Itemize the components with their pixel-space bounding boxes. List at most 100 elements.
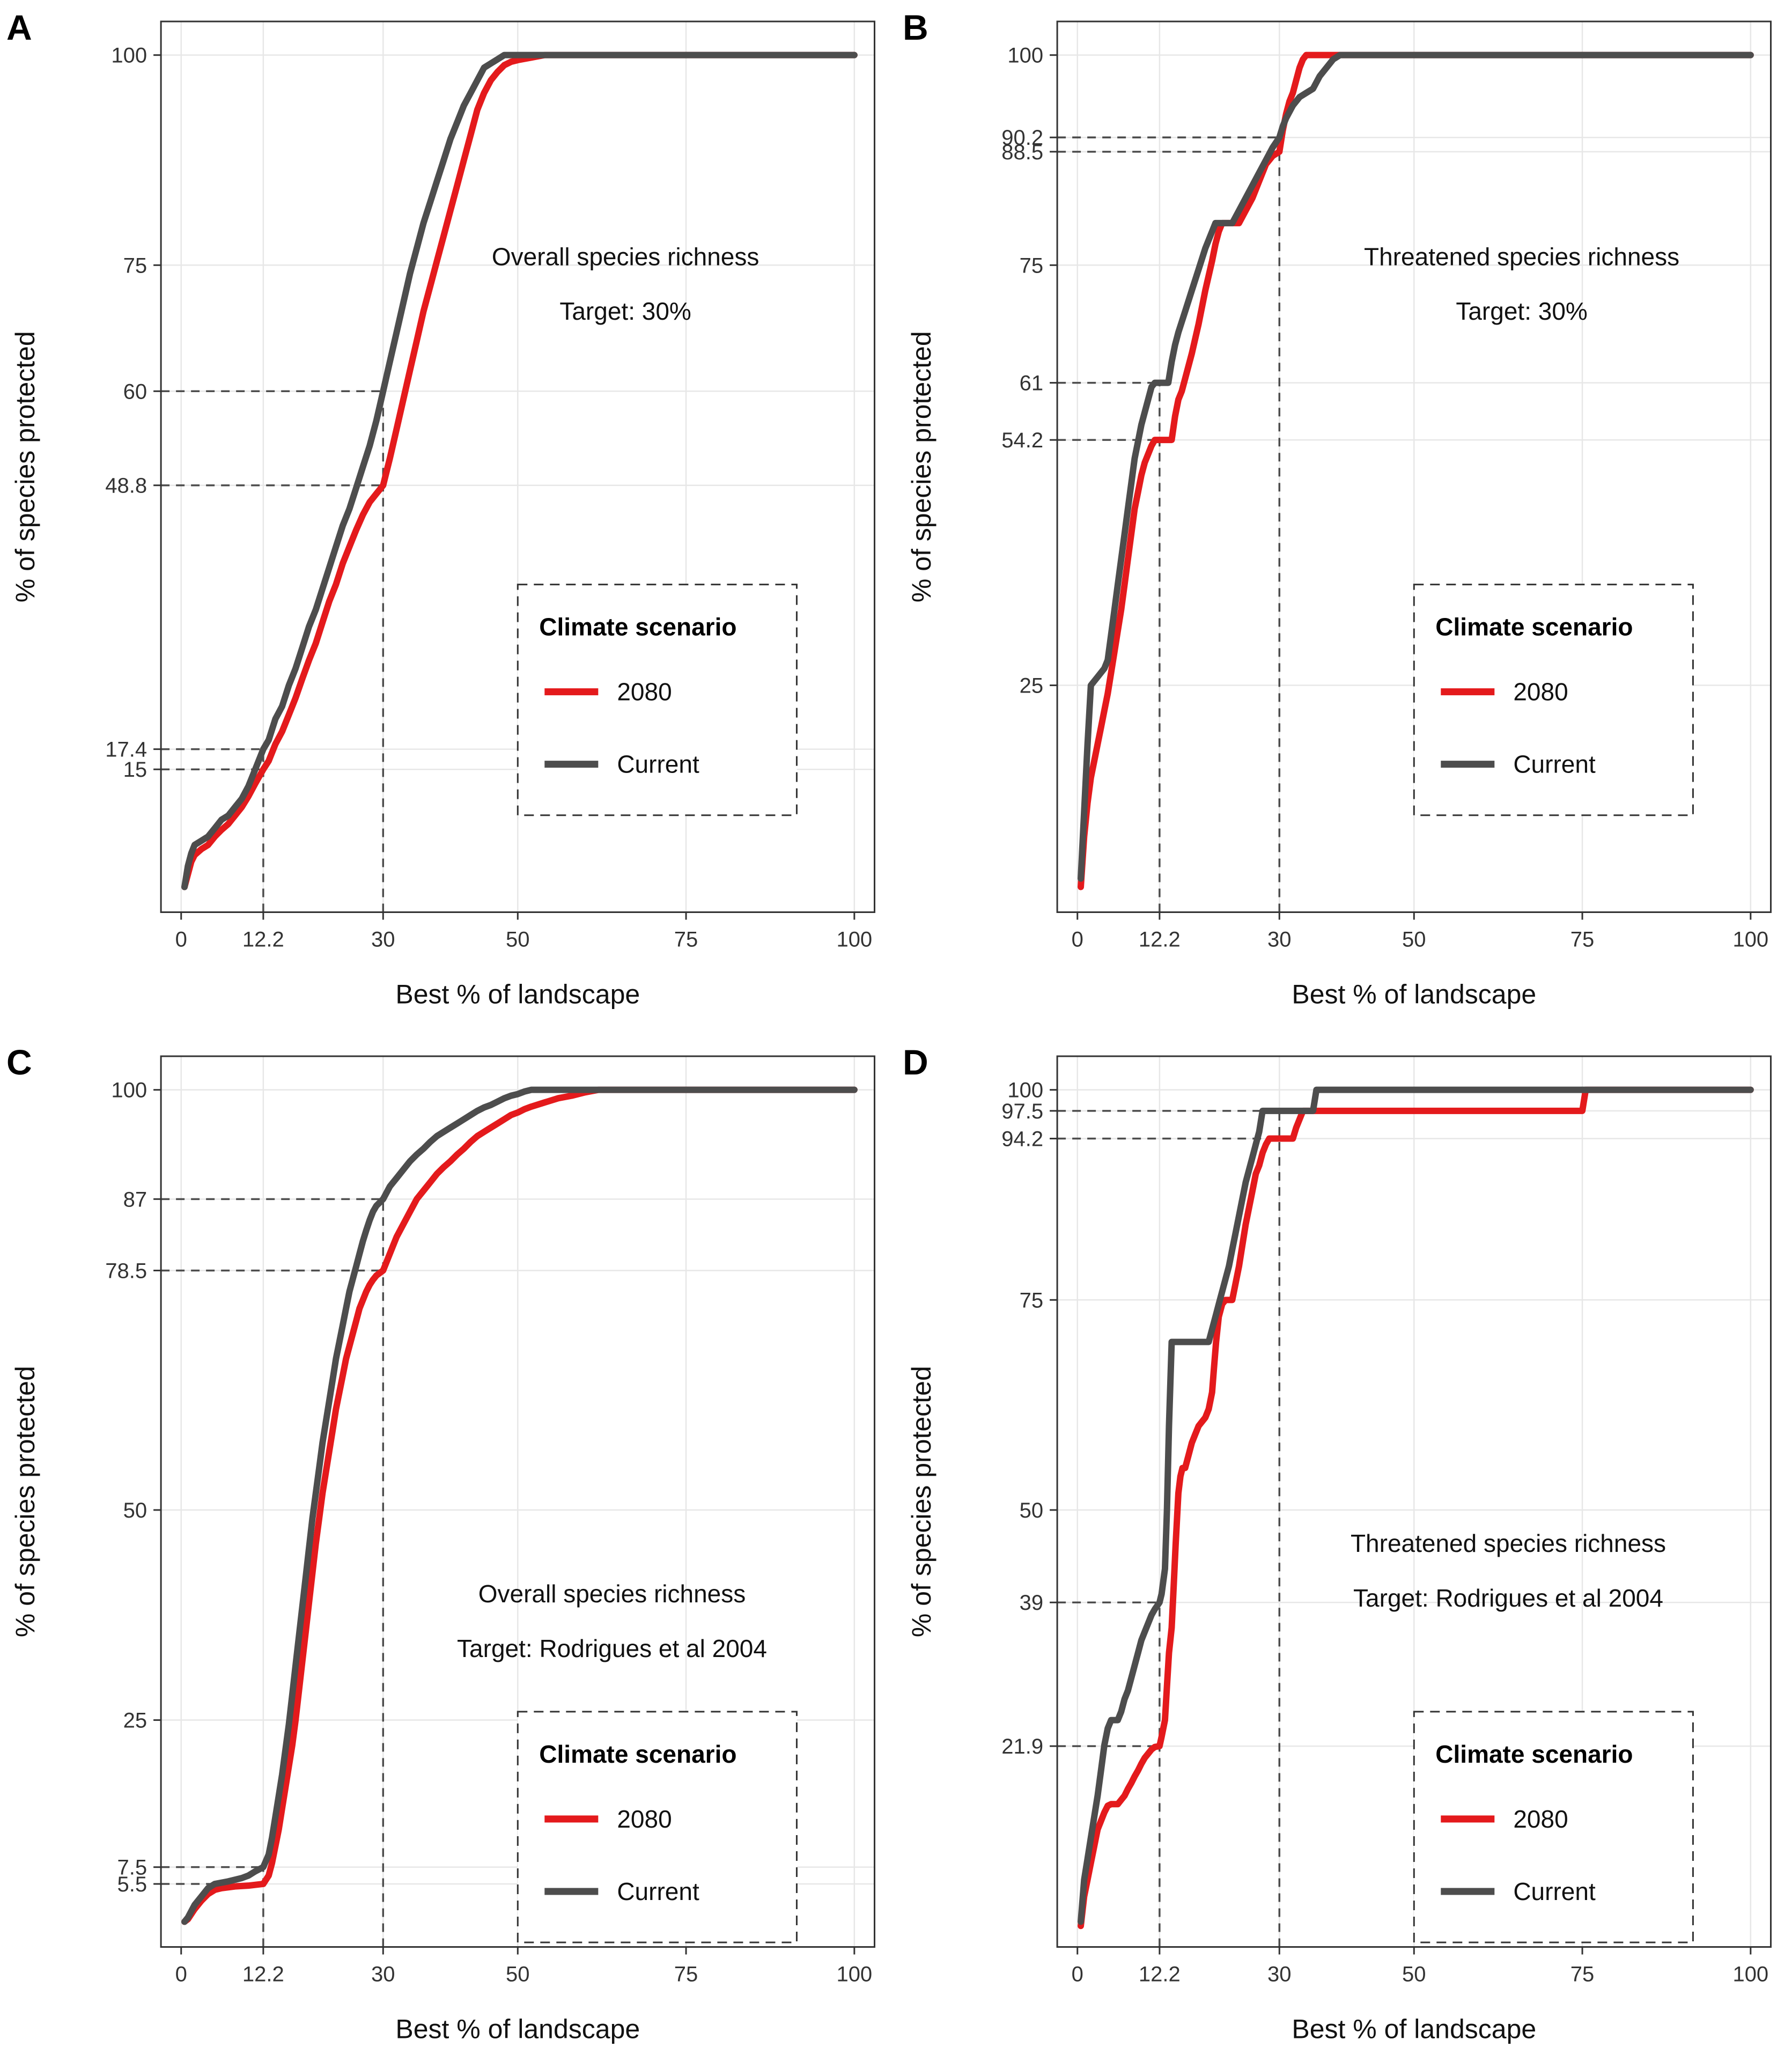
legend-title: Climate scenario (1435, 613, 1633, 641)
annotation-line: Target: Rodrigues et al 2004 (457, 1634, 767, 1662)
chart-D: 0 12.2 30 50 75 10021.939507594.297.5100Best … (896, 1034, 1792, 2069)
legend-label: Current (1513, 750, 1596, 778)
series-line-current (1077, 51, 1754, 882)
x-tick-label: 100 (1732, 1962, 1768, 1986)
y-tick-label: 48.8 (105, 474, 147, 498)
x-tick-label: 30 (371, 1962, 395, 1986)
legend-box (1413, 584, 1694, 816)
x-tick-label: 100 (836, 1962, 872, 1986)
legend-title: Climate scenario (539, 613, 736, 641)
panel-background (0, 0, 896, 1035)
x-tick-label: 50 (506, 1962, 530, 1986)
y-axis-title: % of species protected (906, 331, 936, 602)
annotation-line: Target: 30% (1456, 297, 1587, 325)
legend-title: Climate scenario (539, 1740, 736, 1768)
x-tick-label: 50 (506, 928, 530, 952)
x-tick-label: 0 (1071, 928, 1083, 952)
legend-title: Climate scenario (1435, 1740, 1633, 1768)
y-tick-label: 90.2 (1001, 126, 1043, 150)
y-tick-label: 100 (111, 44, 147, 68)
y-tick-label: 78.5 (105, 1259, 147, 1283)
y-axis-title: % of species protected (10, 331, 40, 602)
y-tick-label: 17.4 (105, 738, 147, 762)
x-axis-title: Best % of landscape (395, 2014, 640, 2044)
x-axis-title: Best % of landscape (1292, 980, 1536, 1010)
y-tick-label: 87 (123, 1188, 148, 1211)
chart-B: 0 12.2 30 50 75 100 25 54.2 61 75 88.590.2 100 Best … (896, 0, 1792, 1035)
annotation-line: Overall species richness (478, 1580, 746, 1608)
x-tick-label: 0 (175, 928, 187, 952)
y-tick-label: 75 (1019, 1288, 1043, 1312)
legend-box (517, 584, 798, 816)
x-axis-title: Best % of landscape (395, 980, 640, 1010)
x-tick-label: 50 (1402, 928, 1426, 952)
panel-D: 0 12.2 30 50 75 100 21.9 39 50 75 94.2 97.5 100 Best … (896, 1034, 1792, 2069)
panel-background (896, 0, 1792, 1035)
chart-C: 0 12.2 30 50 75 100 5.57.5 25 50 78.5 87 100 Best % … (0, 1034, 896, 2069)
x-tick-label: 30 (1267, 928, 1292, 952)
y-tick-label: 15 (123, 758, 148, 782)
x-tick-label: 50 (1402, 1962, 1426, 1986)
legend-label: 2080 (1513, 678, 1568, 706)
panel-A: 0 12.2 30 50 75 100 15 17.4 48.8 60 75 100 Best % of… (0, 0, 896, 1035)
x-tick-label: 75 (1570, 928, 1594, 952)
y-tick-label: 94.2 (1001, 1127, 1043, 1151)
y-tick-label: 25 (123, 1709, 148, 1732)
x-tick-label: 12.2 (1138, 928, 1180, 952)
y-axis-title: % of species protected (906, 1366, 936, 1637)
x-tick-label: 0 (1071, 1962, 1083, 1986)
legend-label: 2080 (1513, 1805, 1568, 1833)
x-tick-label: 100 (1732, 928, 1768, 952)
series-line-2080 (1077, 1086, 1754, 1929)
y-tick-label: 21.9 (1001, 1735, 1043, 1758)
legend-label: 2080 (617, 678, 672, 706)
series-line-2080 (1077, 51, 1754, 890)
legend-box (517, 1710, 798, 1943)
panel-C: 0 12.2 30 50 75 100 5.5 7.5 25 50 78.5 87 100 Best % … (0, 1034, 896, 2069)
y-tick-label: 100 (1007, 44, 1043, 68)
panel-letter: B (903, 8, 928, 47)
y-tick-label: 75 (123, 254, 148, 277)
series-line-2080 (181, 1086, 858, 1925)
y-tick-label: 50 (123, 1498, 148, 1522)
x-tick-label: 100 (836, 928, 872, 952)
y-tick-label: 39 (1019, 1591, 1043, 1615)
y-tick-label: 50 (1019, 1498, 1043, 1522)
legend-label: Current (617, 750, 699, 778)
y-tick-label: 60 (123, 380, 148, 403)
x-tick-label: 75 (674, 1962, 698, 1986)
legend-label: 2080 (617, 1805, 672, 1833)
y-tick-label: 5.5 (117, 1873, 147, 1896)
annotation-line: Target: 30% (559, 297, 691, 325)
x-tick-label: 12.2 (242, 1962, 284, 1986)
y-tick-label: 25 (1019, 674, 1043, 698)
series-line-2080 (181, 51, 858, 890)
annotation-line: Target: Rodrigues et al 2004 (1353, 1584, 1663, 1612)
series-line-current (181, 51, 858, 890)
y-tick-label: 100 (1007, 1078, 1043, 1102)
x-tick-label: 30 (1267, 1962, 1292, 1986)
y-tick-label: 100 (111, 1078, 147, 1102)
x-tick-label: 30 (371, 928, 395, 952)
y-tick-label: 54.2 (1001, 429, 1043, 452)
panel-letter: D (903, 1042, 928, 1082)
annotation-line: Overall species richness (492, 242, 759, 270)
x-tick-label: 75 (674, 928, 698, 952)
x-tick-label: 12.2 (1138, 1962, 1180, 1986)
panel-letter: A (6, 8, 32, 47)
y-tick-label: 75 (1019, 254, 1043, 277)
panel-letter: C (6, 1042, 32, 1082)
series-line-current (1077, 1086, 1754, 1925)
y-tick-label: 7.5 (117, 1856, 147, 1879)
y-tick-label: 61 (1019, 372, 1043, 395)
x-tick-label: 75 (1570, 1962, 1594, 1986)
annotation-line: Threatened species richness (1350, 1529, 1665, 1557)
legend-label: Current (617, 1877, 699, 1905)
x-tick-label: 12.2 (242, 928, 284, 952)
x-axis-title: Best % of landscape (1292, 2014, 1536, 2044)
legend-box (1413, 1710, 1694, 1943)
series-line-current (181, 1086, 858, 1925)
x-tick-label: 0 (175, 1962, 187, 1986)
panel-B: 0 12.2 30 50 75 100 25 54.2 61 75 88.5 90.2 100 Best … (896, 0, 1792, 1035)
annotation-line: Threatened species richness (1364, 242, 1679, 270)
